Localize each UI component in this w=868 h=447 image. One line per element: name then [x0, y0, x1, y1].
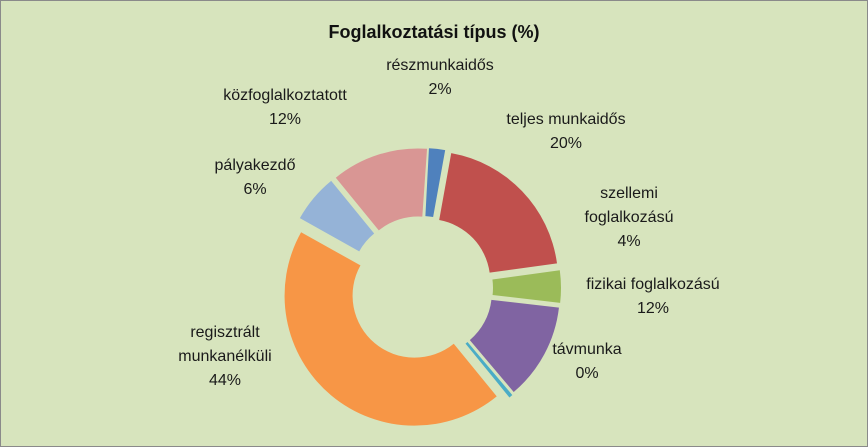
- chart-title: Foglalkoztatási típus (%): [328, 22, 539, 42]
- data-label-category-4: távmunka: [552, 341, 621, 358]
- data-label-category-2: szellemi: [600, 185, 658, 202]
- slice-6: [299, 180, 375, 252]
- slice-2: [492, 270, 561, 303]
- data-label-category-5: munkanélküli: [178, 348, 271, 365]
- data-label-category-0: részmunkaidős: [386, 57, 494, 74]
- data-label-value-5: 44%: [209, 372, 241, 389]
- slice-5: [284, 232, 497, 426]
- slice-0: [425, 148, 446, 218]
- slice-7: [335, 148, 428, 231]
- slice-3: [469, 299, 559, 393]
- slice-1: [439, 153, 558, 273]
- data-label-value-3: 12%: [637, 300, 669, 317]
- slices-group: [284, 148, 561, 426]
- data-label-category-2: foglalkozású: [585, 209, 674, 226]
- data-label-category-1: teljes munkaidős: [506, 111, 625, 128]
- slice-4: [465, 341, 513, 398]
- data-label-category-3: fizikai foglalkozású: [586, 276, 719, 293]
- data-label-value-4: 0%: [575, 365, 598, 382]
- data-label-value-0: 2%: [428, 81, 451, 98]
- data-label-value-1: 20%: [550, 135, 582, 152]
- data-label-value-2: 4%: [617, 233, 640, 250]
- labels-group: részmunkaidős 2% teljes munkaidős 20% szelle…: [178, 57, 719, 389]
- data-label-category-5: regisztrált: [190, 324, 260, 341]
- data-label-value-7: 12%: [269, 111, 301, 128]
- data-label-value-6: 6%: [243, 181, 266, 198]
- data-label-category-6: pályakezdő: [215, 157, 296, 174]
- data-label-category-7: közfoglalkoztatott: [223, 87, 347, 104]
